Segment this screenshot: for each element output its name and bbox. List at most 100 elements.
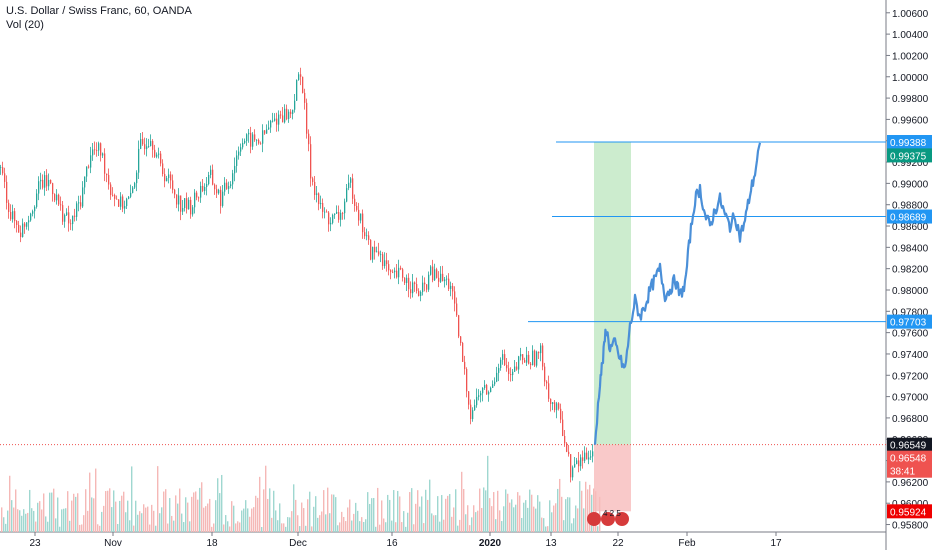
candle-body [88,166,90,168]
candle-body [418,290,420,296]
price-badge-label-low: 0.97703 [890,318,927,329]
candle-body [440,273,442,282]
candle-body [62,205,64,222]
candle-body [494,381,496,385]
candle-body [544,366,546,382]
volume-bar [189,521,191,532]
candle-body [80,202,82,207]
volume-bar [281,523,283,532]
volume-bar [513,507,515,532]
candle-body [78,202,80,204]
volume-bar [247,508,249,532]
volume-bar [215,500,217,532]
candle-body [210,169,212,175]
candle-body [10,211,12,220]
volume-bar [117,523,119,532]
volume-bar [69,520,71,532]
candle-body [556,403,558,411]
volume-bar [491,506,493,532]
candle-body [502,354,504,360]
volume-bar [455,489,457,532]
candle-body [138,148,140,173]
volume-bar [121,495,123,532]
candle-body [464,361,466,370]
candle-body [218,189,220,194]
volume-bar [119,500,121,532]
candle-body [528,354,530,364]
volume-bar [553,505,555,532]
price-badge-label-stop: 0.95924 [890,507,927,518]
candle-body [446,278,448,280]
volume-bar [201,482,203,532]
candle-body [468,391,470,405]
y-tick-label: 0.97400 [892,350,929,361]
candle-body [256,139,258,141]
candle-body [244,140,246,143]
candle-body [344,201,346,214]
volume-bar [515,504,517,532]
candle-body [152,141,154,150]
candle-body [438,277,440,282]
volume-bar [567,497,569,532]
candle-body [4,173,6,182]
volume-bar [153,510,155,532]
volume-bar [473,505,475,532]
volume-bar [111,507,113,532]
candle-body [426,284,428,290]
candle-body [374,246,376,253]
candle-body [110,184,112,195]
volume-bar [99,525,101,532]
x-tick-label: 17 [770,538,782,549]
volume-bar [319,515,321,532]
candle-body [0,167,2,168]
volume-bar [543,518,545,532]
volume-bar [237,521,239,532]
volume-bar [585,481,587,532]
volume-bar [71,500,73,532]
volume-bar [597,526,599,532]
volume-bar [63,508,65,532]
volume-bar [127,500,129,532]
volume-bar [495,519,497,532]
volume-bar [399,496,401,532]
candle-body [50,179,52,184]
candle-body [304,92,306,103]
volume-bar [77,493,79,532]
candle-body [318,193,320,205]
volume-bar [335,497,337,532]
candle-body [394,270,396,273]
volume-bar [559,478,561,532]
volume-bar [539,501,541,532]
volume-bar [1,507,3,532]
candle-body [478,395,480,397]
candle-body [398,267,400,278]
y-tick-label: 1.00400 [892,30,929,41]
candle-body [336,211,338,214]
candle-body [84,176,86,188]
candle-body [224,182,226,192]
volume-bar [133,525,135,532]
candle-body [422,282,424,293]
volume-bar [177,503,179,532]
volume-bar [211,526,213,532]
volume-bar [535,508,537,532]
volume-bar [523,502,525,532]
candle-body [212,169,214,185]
candle-body [414,282,416,285]
volume-bar [113,490,115,532]
candle-body [488,392,490,395]
candle-body [390,270,392,272]
candle-body [158,153,160,155]
candle-body [548,383,550,399]
candle-body [66,212,68,216]
candle-body [28,220,30,223]
candle-body [126,198,128,207]
candle-body [238,151,240,156]
volume-bar [15,489,17,532]
candle-body [536,351,538,366]
volume-bar [383,518,385,532]
volume-bar [165,489,167,532]
volume-bar [41,509,43,532]
candle-body [68,212,70,224]
volume-bar [135,500,137,532]
